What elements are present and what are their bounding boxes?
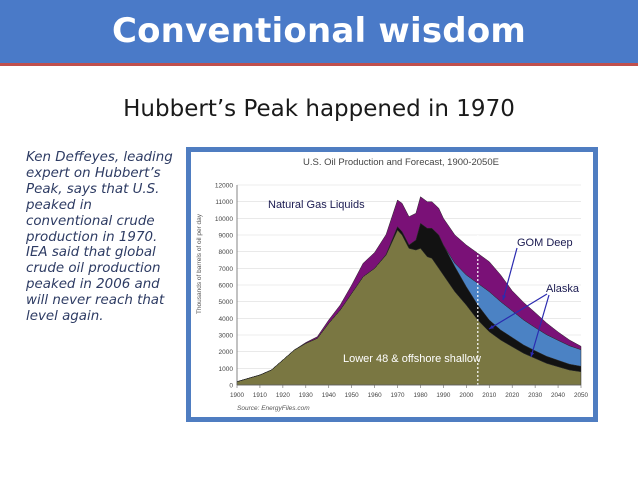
oil-production-chart: 0 1000 2000 3000 4000 5000 6000 7000 8000 9000 100… — [191, 152, 593, 417]
y-tick-label: 1000 — [219, 366, 234, 373]
slide-title: Conventional wisdom — [111, 11, 527, 51]
chart-title: U.S. Oil Production and Forecast, 1900-2… — [303, 157, 499, 168]
title-bar: Conventional wisdom — [0, 0, 638, 66]
arrow-alaska-2-head — [530, 352, 535, 357]
x-tick-label: 2030 — [528, 392, 543, 399]
y-tick-label: 4000 — [219, 316, 234, 323]
x-tick-label: 1900 — [230, 392, 245, 399]
label-lower-48: Lower 48 & offshore shallow — [343, 353, 481, 365]
slide-subtitle: Hubbert’s Peak happened in 1970 — [123, 96, 515, 122]
x-tick-label: 2010 — [482, 392, 497, 399]
x-tick-label: 2000 — [459, 392, 474, 399]
x-tick-label: 2020 — [505, 392, 520, 399]
x-tick-label: 1910 — [253, 392, 268, 399]
x-tick-label: 1940 — [322, 392, 337, 399]
arrow-gom-deep — [502, 247, 518, 301]
chart-axes: 0 1000 2000 3000 4000 5000 6000 7000 8000 9000 100… — [215, 183, 589, 400]
x-tick-label: 1950 — [345, 392, 360, 399]
arrow-alaska-1 — [488, 293, 548, 330]
arrow-gom-deep-head — [502, 295, 507, 300]
label-alaska: Alaska — [546, 283, 580, 295]
y-tick-label: 5000 — [219, 299, 234, 306]
area-natural-gas-liquids — [236, 196, 582, 382]
chart-annotations: Natural Gas Liquids GOM Deep Alaska Lower 4… — [268, 199, 580, 365]
y-tick-label: 3000 — [219, 333, 234, 340]
label-gom-deep: GOM Deep — [517, 237, 573, 249]
arrow-alaska-2 — [530, 294, 550, 358]
x-tick-label: 2050 — [574, 392, 589, 399]
x-tick-label: 1980 — [413, 392, 428, 399]
side-text: Ken Deffeyes, leading expert on Hubbert’… — [26, 150, 173, 325]
label-natural-gas-liquids: Natural Gas Liquids — [268, 199, 365, 211]
chart-frame: 0 1000 2000 3000 4000 5000 6000 7000 8000 9000 100… — [186, 147, 598, 422]
y-tick-label: 12000 — [215, 183, 233, 190]
chart-source: Source: EnergyFiles.com — [237, 405, 310, 412]
x-tick-label: 1930 — [299, 392, 314, 399]
y-tick-label: 2000 — [219, 349, 234, 356]
y-tick-label: 9000 — [219, 233, 234, 240]
y-tick-label: 11000 — [215, 199, 233, 206]
y-tick-label: 8000 — [219, 249, 234, 256]
chart-ylabel: Thousands of barrels of oil per day — [196, 213, 203, 314]
x-tick-label: 1960 — [368, 392, 383, 399]
y-tick-label: 7000 — [219, 266, 234, 273]
y-tick-label: 6000 — [219, 283, 234, 290]
y-tick-label: 0 — [229, 383, 233, 390]
x-tick-label: 1990 — [436, 392, 451, 399]
x-tick-label: 1970 — [391, 392, 406, 399]
x-tick-label: 1920 — [276, 392, 291, 399]
arrow-alaska-1-head — [489, 324, 494, 329]
x-tick-label: 2040 — [551, 392, 566, 399]
y-tick-label: 10000 — [215, 216, 233, 223]
